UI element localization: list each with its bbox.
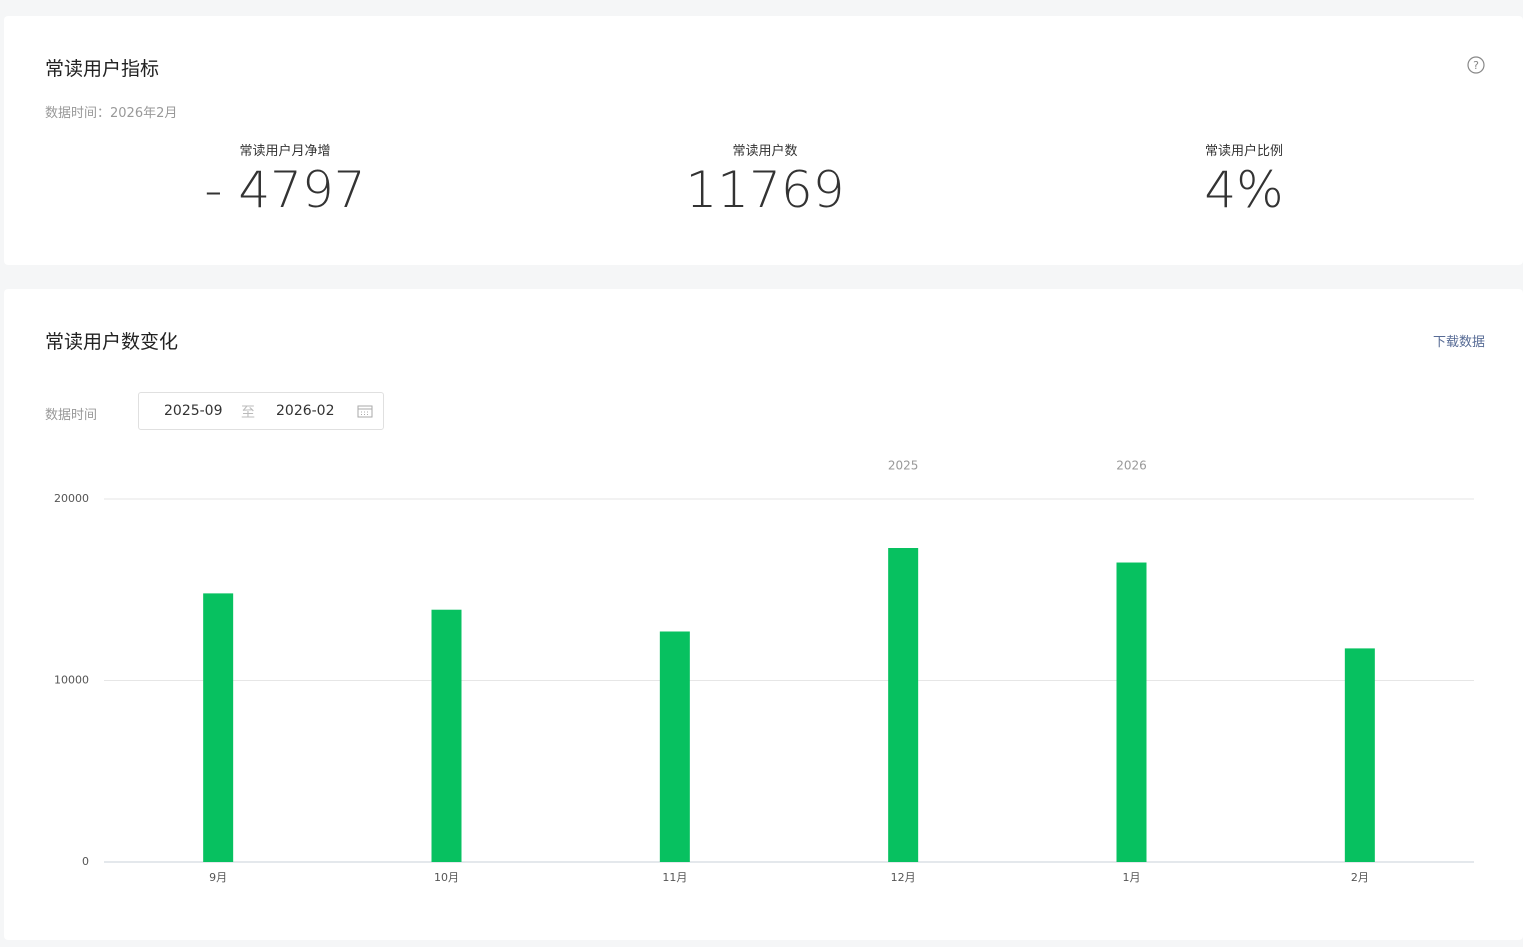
metric-value: 4% bbox=[1204, 161, 1284, 219]
x-tick-label: 11月 bbox=[662, 871, 687, 884]
metric-label: 常读用户比例 bbox=[1204, 144, 1283, 159]
x-tick-label: 10月 bbox=[434, 871, 459, 884]
metric-value: 11769 bbox=[685, 161, 845, 219]
bar bbox=[888, 548, 919, 862]
bar bbox=[1116, 562, 1147, 862]
start-date[interactable]: 2025-09 bbox=[164, 403, 223, 419]
help-icon[interactable]: ? bbox=[1466, 56, 1486, 76]
y-tick-label: 0 bbox=[82, 855, 89, 868]
metric: 常读用户比例 4% bbox=[1094, 138, 1394, 219]
bar bbox=[431, 609, 462, 862]
bar bbox=[659, 631, 690, 862]
year-label: 2026 bbox=[1116, 459, 1147, 473]
metric: 常读用户月净增 - 4797 bbox=[135, 138, 435, 219]
metric: 常读用户数 11769 bbox=[615, 138, 915, 219]
end-date[interactable]: 2026-02 bbox=[276, 403, 335, 419]
metric-label: 常读用户数 bbox=[732, 144, 798, 159]
bar bbox=[203, 593, 234, 862]
card-title: 常读用户指标 bbox=[45, 58, 160, 80]
date-range[interactable]: 2025-09 至 2026-02 bbox=[138, 392, 384, 430]
y-tick-label: 10000 bbox=[54, 674, 89, 687]
year-label: 2025 bbox=[888, 459, 919, 473]
svg-text:?: ? bbox=[1473, 59, 1479, 72]
separator: 至 bbox=[241, 405, 255, 421]
metric-label: 常读用户月净增 bbox=[239, 144, 331, 159]
y-tick-label: 20000 bbox=[54, 492, 89, 505]
x-tick-label: 9月 bbox=[209, 871, 227, 884]
data-time: 数据时间：2026年2月 bbox=[45, 106, 178, 121]
calendar-icon[interactable] bbox=[357, 404, 373, 418]
x-tick-label: 1月 bbox=[1123, 871, 1141, 884]
x-tick-label: 12月 bbox=[891, 871, 916, 884]
download-link[interactable]: 下载数据 bbox=[1432, 335, 1485, 350]
trend-card: 常读用户数变化 下载数据 数据时间 2025-09 至 2026-02 bbox=[4, 289, 1523, 940]
metric-value: - 4797 bbox=[204, 161, 366, 219]
card-title: 常读用户数变化 bbox=[45, 331, 179, 353]
chart: 0 10000 20000 9月 10月 11月 12月 2025 1月 2026 2月 bbox=[54, 459, 1474, 884]
bar bbox=[1344, 648, 1375, 862]
x-tick-label: 2月 bbox=[1351, 871, 1369, 884]
metrics-card: 常读用户指标 数据时间：2026年2月 ? 常读用户月净增 - 4797 常读用… bbox=[4, 16, 1523, 265]
filter-label: 数据时间 bbox=[45, 408, 98, 423]
